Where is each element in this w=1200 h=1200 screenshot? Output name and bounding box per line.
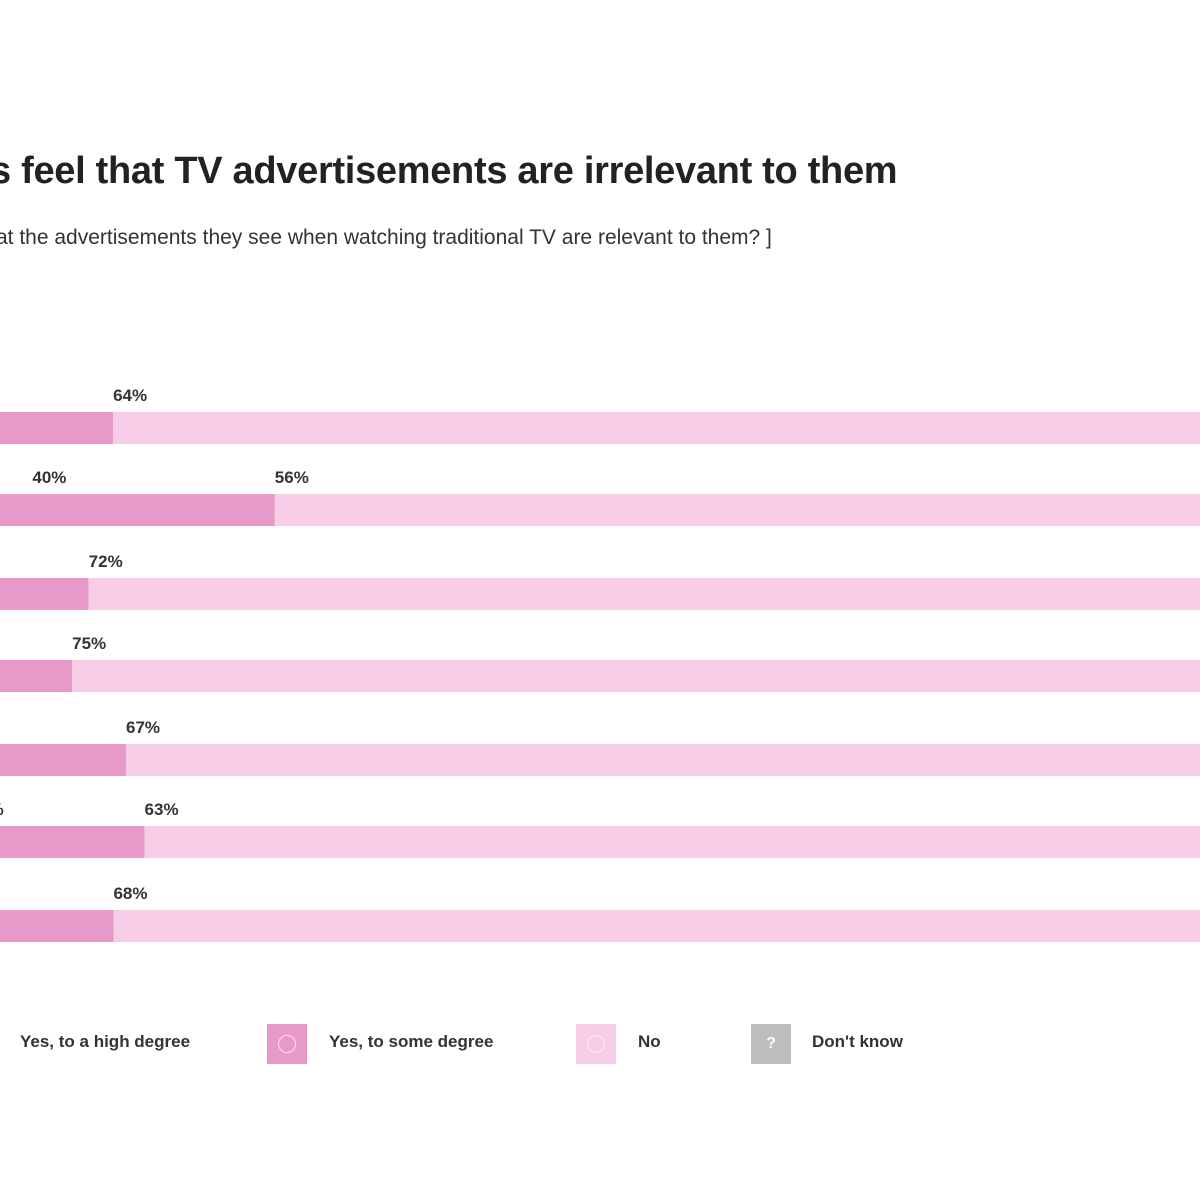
bar-no xyxy=(274,494,1200,526)
label-no: 72% xyxy=(89,552,123,571)
bar-no xyxy=(113,412,1200,444)
legend-swatch-no xyxy=(576,1024,616,1064)
sad-face-icon xyxy=(587,1035,605,1053)
label-no: 64% xyxy=(113,386,147,405)
label-no: 67% xyxy=(126,718,160,737)
bar-some-degree xyxy=(0,660,73,692)
chart-title: s feel that TV advertisements are irrele… xyxy=(0,150,898,192)
label-some-degree: 28% xyxy=(0,800,4,819)
legend-label-no: No xyxy=(638,1032,661,1051)
legend-label-dont-know: Don't know xyxy=(812,1032,903,1051)
label-some-degree: 40% xyxy=(32,468,66,487)
legend: Yes, to a high degree Yes, to some degre… xyxy=(0,1022,1200,1066)
bar-no xyxy=(113,910,1200,942)
bar-no xyxy=(126,744,1200,776)
label-no: 63% xyxy=(145,800,179,819)
chart-subtitle: at the advertisements they see when watc… xyxy=(0,226,772,249)
label-no: 68% xyxy=(113,884,147,903)
bar-no xyxy=(144,826,1200,858)
bar-some-degree xyxy=(0,412,114,444)
bar-some-degree xyxy=(0,744,127,776)
legend-label-some-degree: Yes, to some degree xyxy=(329,1032,494,1051)
bar-some-degree xyxy=(0,578,89,610)
bar-some-degree xyxy=(0,910,114,942)
legend-swatch-some-degree xyxy=(267,1024,307,1064)
label-no: 75% xyxy=(72,634,106,653)
bar-no xyxy=(72,660,1200,692)
bar-chart: 30%64%40%56%21%72%19%75%26%67%28%63%24%6… xyxy=(0,386,1200,942)
bar-some-degree xyxy=(0,494,275,526)
bar-no xyxy=(88,578,1200,610)
legend-label-high-degree: Yes, to a high degree xyxy=(20,1032,191,1051)
label-no: 56% xyxy=(275,468,309,487)
bar-some-degree xyxy=(0,826,145,858)
legend-swatch-dont-know: ? xyxy=(751,1024,791,1064)
neutral-face-icon xyxy=(278,1035,296,1053)
question-icon: ? xyxy=(766,1035,776,1052)
